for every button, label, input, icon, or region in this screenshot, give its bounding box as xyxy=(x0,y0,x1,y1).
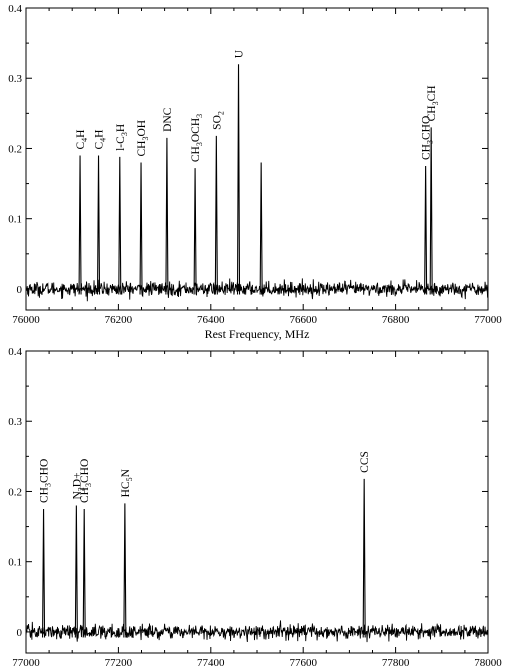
spectrum-trace xyxy=(25,278,489,302)
line-label: U xyxy=(234,49,246,58)
line-label: CCS xyxy=(359,451,371,473)
x-tick-label: 76400 xyxy=(197,314,225,326)
line-label: CH3​OCH3​ xyxy=(190,114,204,162)
spectral-line xyxy=(78,155,82,295)
x-tick-label: 76000 xyxy=(12,314,40,326)
x-tick-label: 77000 xyxy=(474,314,502,326)
spectral-line xyxy=(42,509,46,638)
y-tick-label: 0.3 xyxy=(8,73,22,85)
x-tick-label: 77800 xyxy=(382,657,410,669)
y-tick-label: 0.2 xyxy=(8,143,22,155)
line-label: SO2​ xyxy=(211,111,225,130)
line-label: CH3​OH xyxy=(136,120,150,157)
plot-frame xyxy=(25,7,489,311)
line-label: C4​H xyxy=(75,130,89,150)
line-label: CH3​CH xyxy=(426,85,440,121)
spectral-line xyxy=(139,162,143,295)
line-label: N2​D+ xyxy=(71,472,85,499)
y-tick-label: 0.1 xyxy=(8,214,22,226)
x-tick-label: 78000 xyxy=(474,657,502,669)
x-tick-label: 77200 xyxy=(105,657,133,669)
y-tick-label: 0.4 xyxy=(8,3,22,15)
line-label: CH3​CHO xyxy=(39,459,53,503)
y-tick-label: 0.4 xyxy=(8,346,22,358)
line-label: CH3​CHO xyxy=(421,116,435,160)
spectral-line xyxy=(118,156,122,295)
spectral-line xyxy=(74,505,78,638)
spectral-line xyxy=(236,64,241,295)
spectral-line xyxy=(429,127,433,295)
y-tick-label: 0.1 xyxy=(8,557,22,569)
y-tick-label: 0 xyxy=(17,627,23,639)
spectral-line xyxy=(214,135,218,295)
spectrum-panel-top: C4​H C4​H l-C3​H CH3​OH DNC CH3​OCH3​ SO2​ U CH3… xyxy=(8,3,502,341)
line-label: CH3​CHO xyxy=(79,459,93,503)
x-axis-label: Rest Frequency, MHz xyxy=(205,327,310,341)
spectrum-trace xyxy=(25,620,489,643)
spectral-line xyxy=(165,137,169,295)
x-tick-label: 76600 xyxy=(289,314,317,326)
spectral-line xyxy=(123,503,127,638)
spectral-line xyxy=(424,166,428,295)
y-tick-label: 0.2 xyxy=(8,486,22,498)
spectral-line xyxy=(259,162,263,295)
spectral-line xyxy=(82,509,86,638)
y-tick-label: 0.3 xyxy=(8,416,22,428)
plot-frame xyxy=(25,350,489,654)
line-label: C4​H xyxy=(94,130,108,150)
line-label: DNC xyxy=(162,107,174,132)
line-label: HC5​N xyxy=(120,468,134,497)
x-tick-label: 77400 xyxy=(197,657,225,669)
x-axis-label: Rest Frequency, MHz xyxy=(205,670,310,672)
line-label: l-C3​H xyxy=(115,124,129,151)
x-tick-label: 77000 xyxy=(12,657,40,669)
spectrum-panel-bottom: CH3​CHON2​D+CH3​CHOHC5​NCCS7700077200774… xyxy=(8,346,502,672)
x-tick-label: 77600 xyxy=(289,657,317,669)
x-tick-label: 76200 xyxy=(105,314,133,326)
spectral-line xyxy=(193,168,197,295)
spectral-line xyxy=(96,155,101,295)
spectral-line xyxy=(362,478,366,638)
x-tick-label: 76800 xyxy=(382,314,410,326)
y-tick-label: 0 xyxy=(17,284,23,296)
